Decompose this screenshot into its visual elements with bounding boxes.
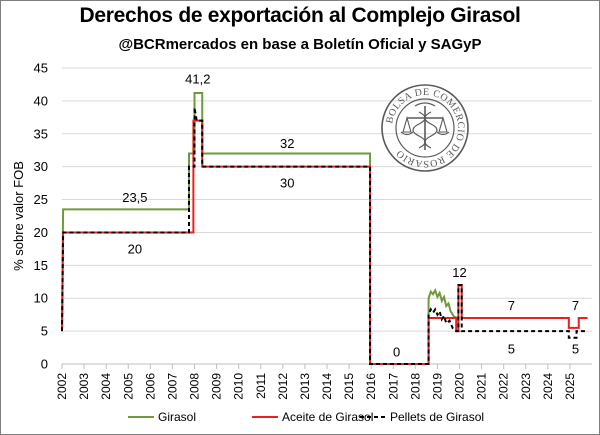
x-tick-label: 2004 xyxy=(99,373,113,400)
series-line-aceite-de-girasol xyxy=(61,119,588,365)
legend-label: Pellets de Girasol xyxy=(390,410,484,424)
data-label: 5 xyxy=(572,341,579,356)
chart-title: Derechos de exportación al Complejo Gira… xyxy=(79,4,521,27)
x-tick-label: 2017 xyxy=(386,373,400,400)
x-tick-label: 2014 xyxy=(320,373,334,400)
x-tick-label: 2005 xyxy=(121,373,135,400)
x-tick-label: 2008 xyxy=(188,373,202,400)
x-tick-label: 2022 xyxy=(497,373,511,400)
x-tick-label: 2013 xyxy=(298,373,312,400)
x-tick-label: 2006 xyxy=(143,373,157,400)
x-tick-label: 2019 xyxy=(430,373,444,400)
x-tick-label: 2003 xyxy=(77,373,91,400)
y-tick-label: 10 xyxy=(34,291,48,306)
data-label: 32 xyxy=(280,136,294,151)
data-label: 12 xyxy=(452,265,466,280)
data-label: 5 xyxy=(508,341,515,356)
data-labels: 41,2 32 30 23,5 20 0 12 7 5 7 5 xyxy=(122,72,579,360)
x-tick-label: 2010 xyxy=(232,373,246,400)
y-tick-label: 15 xyxy=(34,258,48,273)
x-tick-label: 2024 xyxy=(541,373,555,400)
x-tick-label: 2015 xyxy=(342,373,356,400)
y-tick-label: 45 xyxy=(34,61,48,76)
x-tick-label: 2011 xyxy=(254,373,268,399)
data-label: 7 xyxy=(572,298,579,313)
y-tick-label: 30 xyxy=(34,159,48,174)
x-tick-label: 2002 xyxy=(55,373,69,400)
chart-subtitle: @BCRmercados en base a Boletín Oficial y… xyxy=(118,36,482,53)
legend: Girasol Aceite de Girasol Pellets de Giras… xyxy=(128,410,484,424)
y-tick-label: 25 xyxy=(34,192,48,207)
axes xyxy=(61,363,592,369)
x-tick-label: 2012 xyxy=(276,373,290,400)
data-label: 41,2 xyxy=(185,72,210,87)
x-tick-label: 2018 xyxy=(408,373,422,400)
bcr-seal-logo: BOLSA DE COMERCIO DE ROSARIO xyxy=(381,84,469,172)
data-label: 0 xyxy=(393,345,400,360)
y-tick-label: 20 xyxy=(34,225,48,240)
data-label: 30 xyxy=(280,176,294,191)
x-tick-label: 2020 xyxy=(453,373,467,400)
x-tick-label: 2009 xyxy=(210,373,224,400)
y-tick-label: 35 xyxy=(34,126,48,141)
x-tick-label: 2007 xyxy=(165,373,179,400)
data-label: 7 xyxy=(508,298,515,313)
series-lines xyxy=(61,92,588,365)
x-tick-label: 2023 xyxy=(519,373,533,400)
y-axis-label: % sobre valor FOB xyxy=(11,161,26,271)
y-tick-label: 5 xyxy=(41,324,48,339)
data-label: 23,5 xyxy=(122,190,147,205)
x-tick-label: 2016 xyxy=(364,373,378,400)
data-label: 20 xyxy=(128,241,142,256)
legend-label: Aceite de Girasol xyxy=(282,410,373,424)
series-line-pellets-de-girasol xyxy=(61,107,588,365)
y-tick-label: 0 xyxy=(41,357,48,372)
y-tick-label: 40 xyxy=(34,93,48,108)
x-tick-label: 2021 xyxy=(475,373,489,400)
x-tick-label: 2025 xyxy=(563,373,577,400)
x-tick-labels: 2002 2003 2004 2005 2006 2007 2008 2009 2010 2011… xyxy=(55,373,577,400)
legend-label: Girasol xyxy=(158,410,196,424)
y-tick-labels: 0 5 10 15 20 25 30 35 40 45 xyxy=(34,61,48,372)
